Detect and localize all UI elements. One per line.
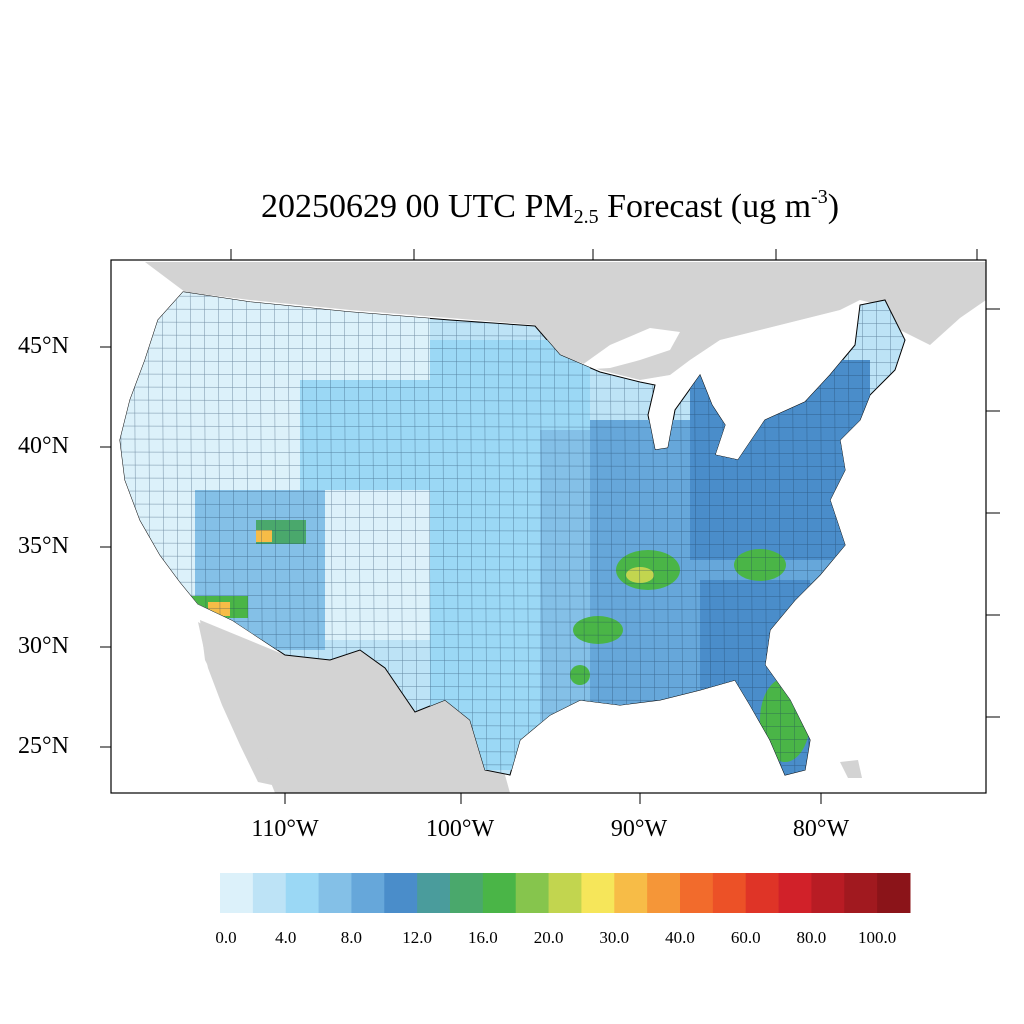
colorbar-swatch <box>680 873 714 913</box>
lon-label: 100°W <box>425 816 495 842</box>
lon-label: 80°W <box>792 816 850 842</box>
lat-label: 30°N <box>18 633 69 659</box>
mexico-land <box>200 620 510 793</box>
colorbar <box>220 873 911 913</box>
colorbar-swatch <box>614 873 648 913</box>
caribbean-land <box>840 760 862 778</box>
hotspot-arizona-core <box>256 530 272 542</box>
lon-label: 90°W <box>610 816 668 842</box>
colorbar-swatch <box>548 873 582 913</box>
title-main: 20250629 00 UTC PM <box>260 188 574 225</box>
lake-huron <box>700 372 745 425</box>
colorbar-swatch <box>351 873 385 913</box>
colorbar-label: 0.0 <box>215 928 237 947</box>
colorbar-swatch <box>515 873 550 913</box>
colorbar-label: 30.0 <box>599 928 630 947</box>
title-subscript: 2.5 <box>573 206 599 228</box>
lat-label: 40°N <box>18 433 69 459</box>
hotspot-georgia <box>734 549 786 581</box>
region-wyoming <box>300 380 430 490</box>
colorbar-swatch <box>877 873 911 913</box>
lat-label: 25°N <box>18 733 69 759</box>
baja-land <box>198 622 272 785</box>
colorbar-swatch <box>647 873 681 913</box>
colorbar-label: 16.0 <box>467 928 498 947</box>
axis-ticks <box>100 249 1000 804</box>
title-superscript: -3 <box>811 186 828 208</box>
colorbar-label: 40.0 <box>665 928 695 947</box>
colorbar-label: 60.0 <box>730 928 761 947</box>
colorbar-swatch <box>811 873 845 913</box>
colorbar-swatch <box>581 873 615 913</box>
plot-frame <box>110 259 987 794</box>
title-units: Forecast (ug m <box>598 188 812 225</box>
map-title: 20250629 00 UTC PM2.5 Forecast (ug m-3) <box>0 186 1024 229</box>
hotspot-texas-east <box>570 665 590 685</box>
canada-land <box>145 262 986 380</box>
colorbar-label: 100.0 <box>858 928 897 947</box>
lat-label: 45°N <box>18 333 69 359</box>
colorbar-swatch <box>745 873 780 913</box>
colorbar-swatch <box>417 873 451 913</box>
colorbar-swatch <box>482 873 517 913</box>
colorbar-swatch <box>712 873 747 913</box>
lon-label: 110°W <box>251 816 319 842</box>
lake-superior <box>575 328 680 370</box>
lake-michigan <box>648 378 675 448</box>
colorbar-swatch <box>450 873 484 913</box>
colorbar-swatch <box>252 873 287 913</box>
colorbar-label: 80.0 <box>796 928 827 947</box>
colorbar-swatch <box>844 873 878 913</box>
colorbar-label: 4.0 <box>275 928 297 947</box>
lat-label: 35°N <box>18 533 69 559</box>
colorbar-swatch <box>285 873 320 913</box>
title-suffix: ) <box>827 188 840 225</box>
colorbar-swatch <box>384 873 418 913</box>
colorbar-swatch <box>318 873 352 913</box>
colorbar-label: 20.0 <box>533 928 564 947</box>
colorbar-swatch <box>220 873 254 913</box>
colorbar-label: 8.0 <box>340 928 363 947</box>
colorbar-label: 12.0 <box>402 928 433 947</box>
colorbar-swatch <box>778 873 812 913</box>
